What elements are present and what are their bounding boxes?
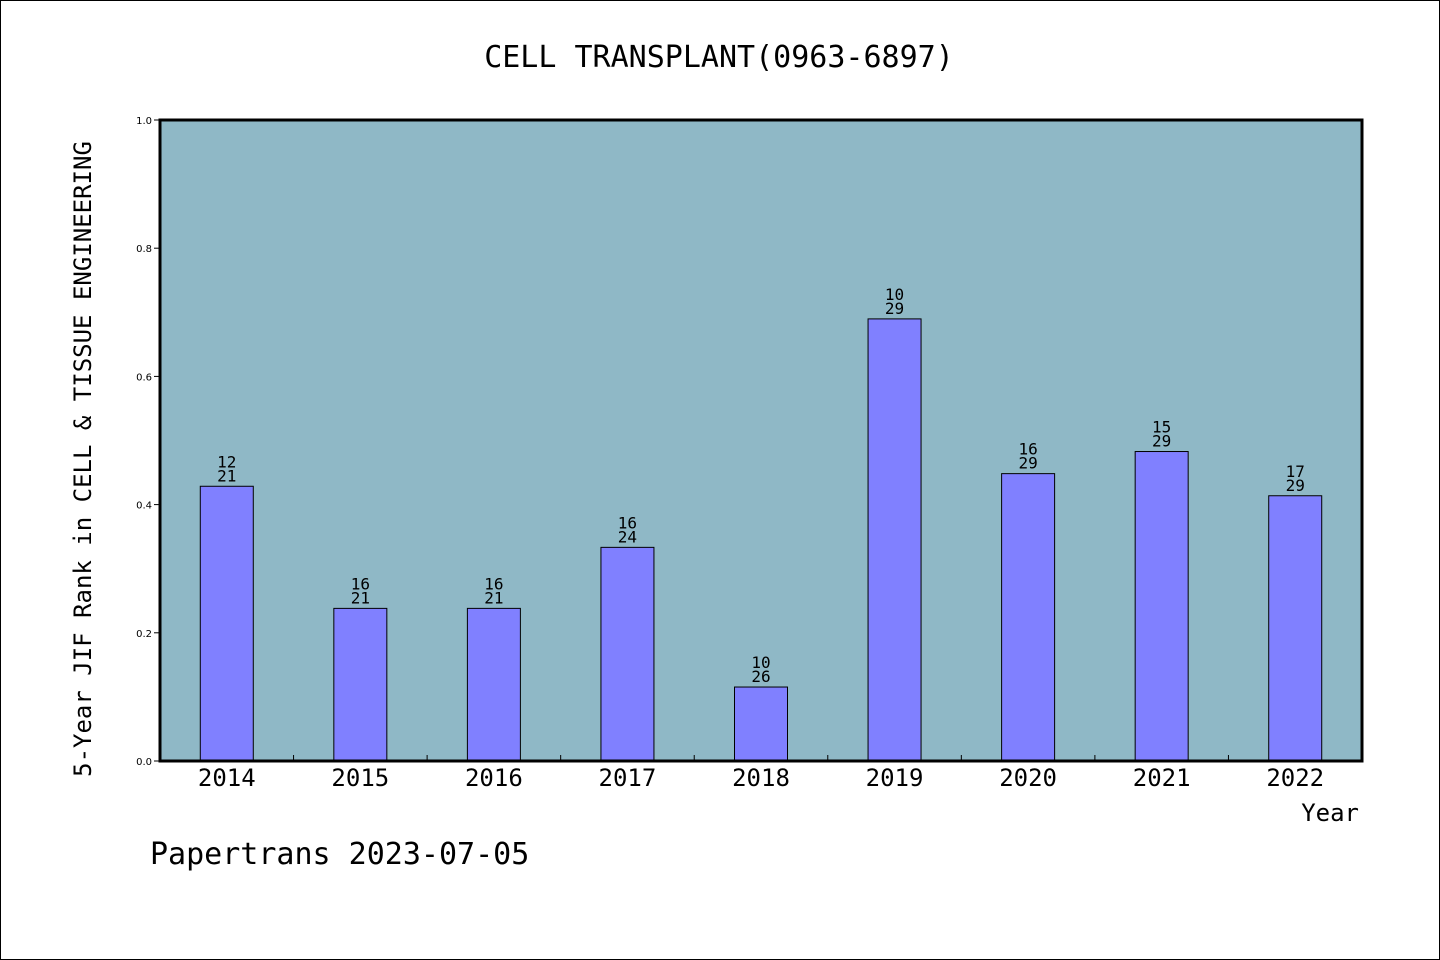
bar-total-label: 24 — [618, 527, 637, 546]
bar-2021 — [1134, 451, 1189, 762]
bar-2020 — [1001, 473, 1056, 762]
plot-frame — [158, 118, 1364, 763]
bar-rank-label: 10 — [885, 285, 904, 304]
x-tick-label: 2022 — [1266, 764, 1324, 792]
bar-rank-label: 17 — [1286, 462, 1305, 481]
bar-2017 — [600, 546, 655, 762]
y-tick-label: 0.2 — [136, 629, 152, 640]
bar-rank-label: 12 — [217, 452, 236, 471]
x-tick-label: 2016 — [465, 764, 523, 792]
y-tick-label: 0.0 — [136, 757, 152, 768]
chart-title: CELL TRANSPLANT(0963-6897) — [484, 40, 954, 75]
footer-watermark: Papertrans 2023-07-05 — [150, 837, 529, 872]
bar-total-label: 26 — [751, 667, 770, 686]
y-axis-label: 5-Year JIF Rank in CELL & TISSUE ENGINEE… — [69, 141, 97, 777]
x-axis-label: Year — [1301, 799, 1359, 827]
bar-total-label: 21 — [484, 588, 503, 607]
y-tick-label: 0.4 — [136, 501, 152, 512]
x-tick-label: 2018 — [732, 764, 790, 792]
bar-rank-label: 16 — [351, 574, 370, 593]
bar-2016 — [466, 607, 521, 762]
bar-2015 — [333, 607, 388, 762]
bar-rank-label: 16 — [484, 574, 503, 593]
bar-total-label: 29 — [1152, 432, 1171, 451]
bar-2019 — [867, 318, 922, 762]
bar-2018 — [734, 686, 788, 762]
x-tick-label: 2015 — [331, 764, 389, 792]
y-tick-label: 1.0 — [136, 116, 152, 127]
x-tick-label: 2014 — [198, 764, 256, 792]
bar-total-label: 21 — [351, 588, 370, 607]
bar-rank-label: 10 — [751, 653, 770, 672]
bar-total-label: 29 — [1018, 454, 1037, 473]
bar-rank-label: 16 — [618, 513, 637, 532]
bar-series — [199, 318, 1323, 762]
bar-total-label: 29 — [1286, 476, 1305, 495]
x-tick-label: 2021 — [1133, 764, 1191, 792]
y-tick-label: 0.6 — [136, 372, 152, 383]
x-tick-label: 2020 — [999, 764, 1057, 792]
bar-rank-label: 16 — [1018, 440, 1037, 459]
y-axis: 0.0 0.2 0.4 0.6 0.8 1.0 — [136, 116, 160, 768]
y-tick-label: 0.8 — [136, 244, 152, 255]
x-tick-label: 2017 — [599, 764, 657, 792]
x-axis: 2014 2015 2016 2017 2018 2019 2020 2021 2022 — [198, 755, 1324, 792]
bar-2022 — [1268, 495, 1323, 762]
bar-rank-label: 15 — [1152, 418, 1171, 437]
bar-total-label: 29 — [885, 299, 904, 318]
bar-2014 — [199, 485, 254, 762]
bar-total-label: 21 — [217, 466, 236, 485]
x-tick-label: 2019 — [866, 764, 924, 792]
